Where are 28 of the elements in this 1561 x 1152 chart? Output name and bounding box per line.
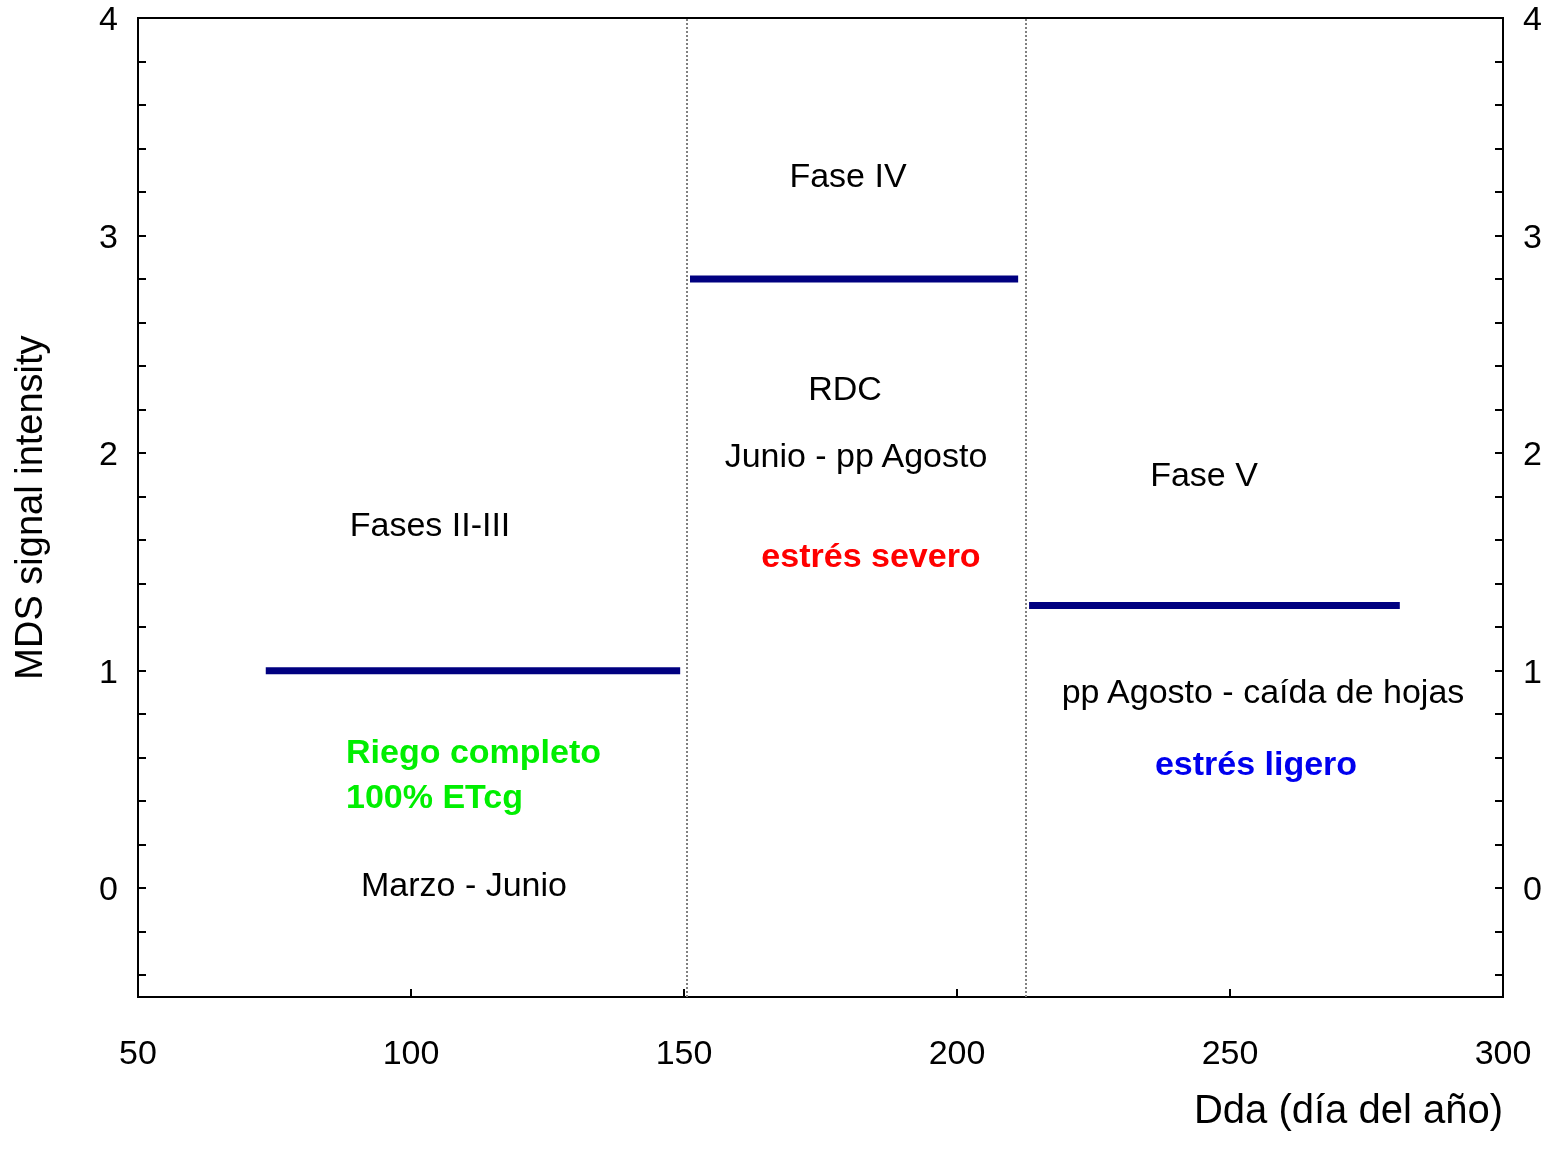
annotation: Riego completo 100% ETcg — [346, 731, 602, 815]
y2-tick-label: 1 — [1523, 651, 1542, 690]
x-tick-label: 150 — [655, 1033, 713, 1071]
y-tick-label: 3 — [99, 216, 118, 255]
x-tick-label: 50 — [119, 1033, 157, 1071]
annotation: Junio - pp Agosto — [724, 436, 988, 474]
y2-tick-label: 0 — [1523, 869, 1542, 908]
x-tick-label: 300 — [1474, 1033, 1532, 1071]
annotation: estrés severo — [761, 536, 981, 574]
annotation: Fase V — [1150, 455, 1259, 493]
annotation: Fases II-III — [349, 505, 511, 543]
y-tick-label: 1 — [99, 651, 118, 690]
y-tick-label: 2 — [99, 434, 118, 473]
annotation: estrés ligero — [1154, 744, 1358, 782]
y2-tick-label: 3 — [1523, 216, 1542, 255]
x-axis-title: Dda (día del año) — [1193, 1087, 1503, 1131]
y-tick-label: 0 — [99, 869, 118, 908]
x-tick-label: 200 — [928, 1033, 986, 1071]
annotation: RDC — [808, 369, 882, 407]
y-tick-label: 4 — [99, 0, 118, 37]
annotation: pp Agosto - caída de hojas — [1061, 672, 1465, 710]
annotation: Marzo - Junio — [361, 865, 567, 903]
x-tick-label: 250 — [1201, 1033, 1259, 1071]
annotation: Fase IV — [789, 156, 907, 194]
y2-tick-label: 4 — [1523, 0, 1542, 37]
y2-tick-label: 2 — [1523, 434, 1542, 473]
x-tick-label: 100 — [382, 1033, 440, 1071]
y-axis-title: MDS signal intensity — [8, 335, 50, 680]
